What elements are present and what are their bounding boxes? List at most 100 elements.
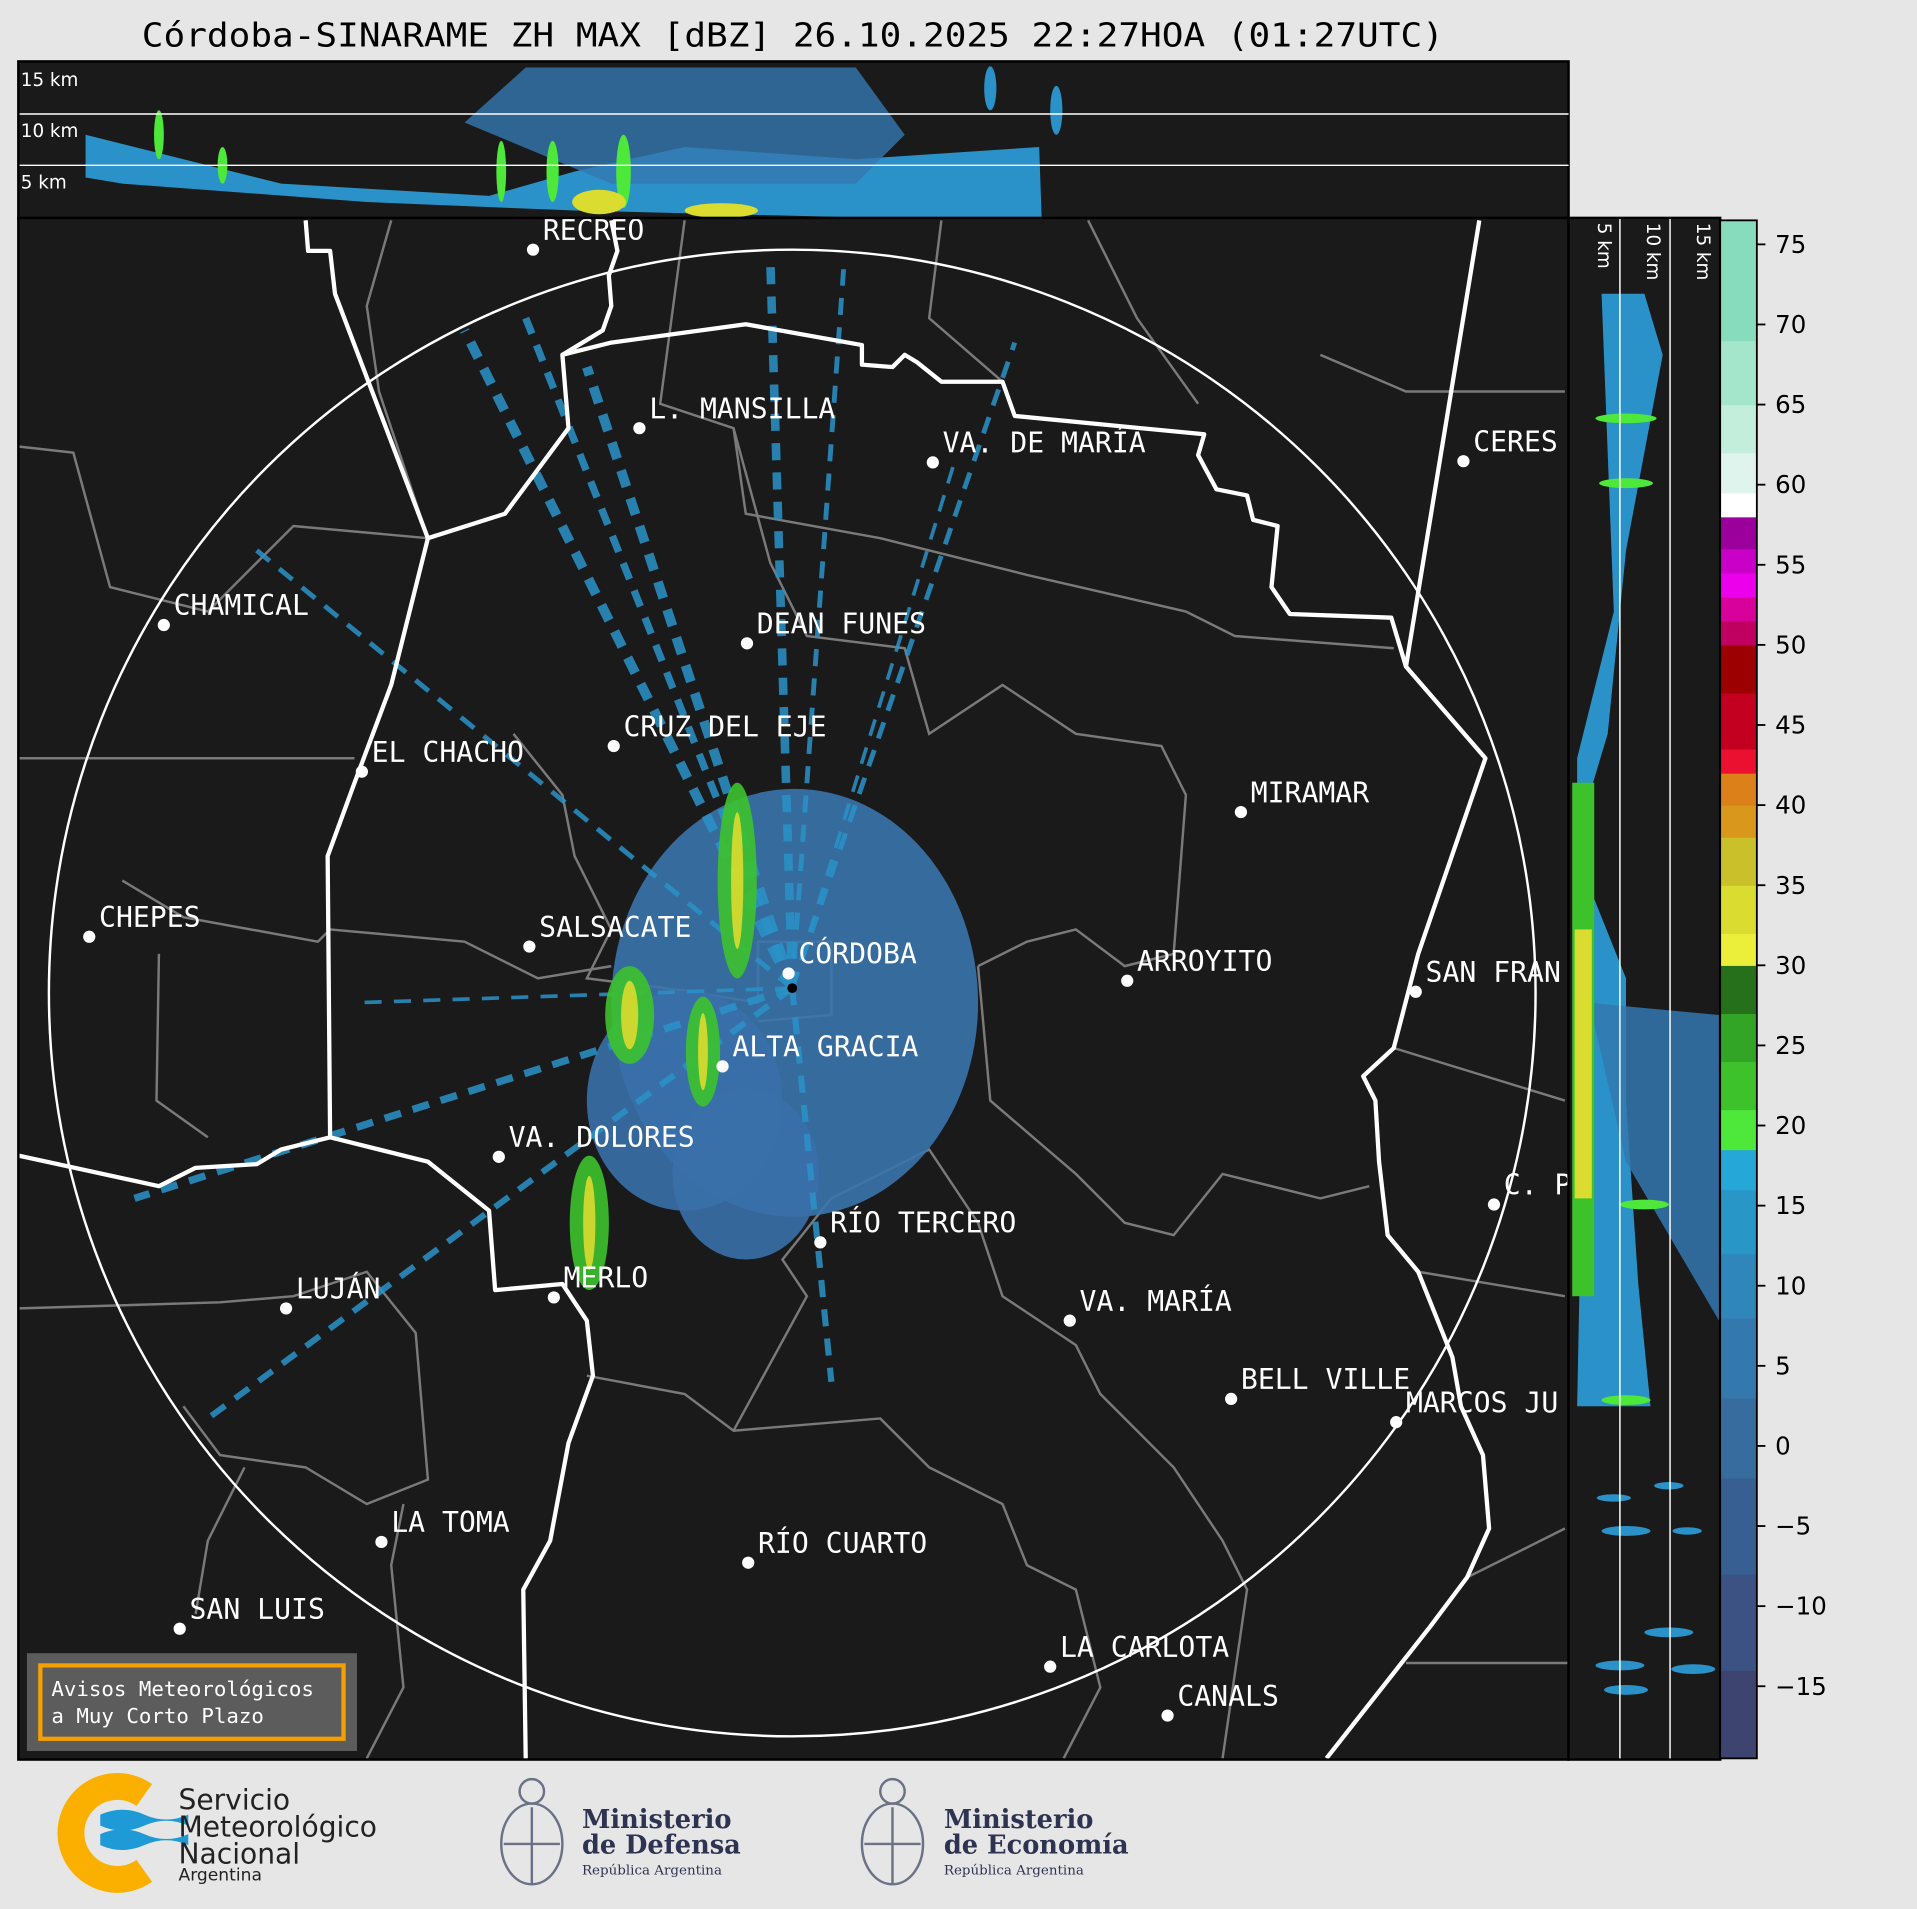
city-marker: RÍO TERCERO [814, 1206, 1016, 1249]
echo-yellow-cell [621, 980, 639, 1050]
department-borders [19, 219, 1569, 1759]
city-dot [523, 940, 536, 953]
colorbar-tick-label: 30 [1775, 951, 1806, 980]
smn-wave-icon [100, 1809, 189, 1851]
city-dot [1487, 1198, 1501, 1211]
city-dot [1044, 1660, 1057, 1673]
right-echo-slant [1589, 1002, 1719, 1321]
warning-line-2: a Muy Corto Plazo [51, 1704, 264, 1728]
city-label: L. MANSILLA [649, 392, 835, 425]
city-marker: VA. DOLORES [492, 1121, 695, 1163]
echo-ray [789, 269, 847, 989]
department-border [732, 1147, 1249, 1759]
right-echo-yellow [1574, 929, 1592, 1199]
department-border [732, 427, 1188, 968]
city-marker: MARCOS JU [1390, 1386, 1558, 1429]
city-marker: BELL VILLE [1225, 1363, 1410, 1406]
top-echo-yellow [572, 189, 626, 215]
colorbar-tick-label: 40 [1775, 791, 1806, 820]
top-cross-section: 15 km 10 km 5 km [17, 60, 1570, 221]
city-marker: MERLO [547, 1262, 648, 1304]
city-dot [526, 243, 540, 256]
colorbar-band [1720, 965, 1757, 1014]
top-echo-cell [984, 66, 997, 111]
city-dot [547, 1291, 560, 1304]
city-label: RECREO [543, 214, 645, 247]
echo-yellow-cell [698, 1013, 708, 1091]
city-label: LA TOMA [391, 1506, 510, 1539]
height-label-10km-v: 10 km [1642, 223, 1663, 281]
city-label: CÓRDOBA [798, 937, 917, 971]
city-dot [279, 1302, 293, 1315]
colorbar-band [1720, 572, 1757, 598]
city-label: LA CARLOTA [1060, 1631, 1229, 1664]
colorbar-band [1720, 404, 1757, 454]
city-marker: LA CARLOTA [1044, 1631, 1229, 1673]
colorbar-band [1720, 1109, 1757, 1151]
right-echo-green-cell [1601, 1395, 1651, 1406]
city-dot [1063, 1314, 1076, 1327]
city-dot [607, 739, 620, 753]
right-echo-cell [1672, 1527, 1702, 1535]
city-dot [173, 1622, 186, 1635]
right-echo-green-cell [1599, 478, 1653, 489]
defensa-line-1: Ministerio [582, 1805, 732, 1835]
city-marker: CHEPES [83, 901, 201, 943]
city-label: ARROYITO [1137, 945, 1272, 978]
right-echo-layer [1572, 293, 1719, 1695]
colorbar-tick-label: −10 [1775, 1592, 1827, 1621]
smn-line-3: Nacional [178, 1837, 300, 1870]
department-border [658, 220, 1394, 650]
colorbar-tick-label: 65 [1775, 390, 1806, 419]
province-borders [19, 219, 1492, 1759]
province-border [329, 1135, 596, 1759]
colorbar-band [1720, 516, 1757, 550]
city-dot [1409, 985, 1422, 998]
city-dot [1390, 1416, 1403, 1429]
height-label-15km-v: 15 km [1692, 223, 1713, 281]
right-cross-section: 5 km 10 km 15 km [1567, 216, 1722, 1761]
radar-map[interactable]: RECREO L. MANSILLA VA. DE MARÍA CERES CHAMIC… [17, 214, 1571, 1761]
city-label: CERES [1473, 425, 1558, 458]
economia-logo: Ministerio de Economía República Argenti… [860, 1777, 1129, 1886]
city-label: RÍO CUARTO [758, 1526, 927, 1560]
echo-ray [765, 256, 797, 989]
height-label-15km: 15 km [21, 70, 79, 91]
city-dot [782, 967, 795, 980]
city-marker: CERES [1457, 425, 1558, 468]
city-label: CHEPES [99, 901, 201, 934]
colorbar-tick-label: 0 [1775, 1431, 1791, 1460]
city-label: SAN FRAN [1426, 956, 1561, 989]
city-label: DEAN FUNES [757, 608, 926, 641]
colorbar-band [1720, 220, 1757, 342]
department-border [365, 220, 430, 539]
city-marker: VA. DE MARÍA [926, 426, 1146, 469]
city-marker: CHAMICAL [157, 589, 309, 632]
city-dot [492, 1150, 505, 1163]
right-echo-cell [1644, 1627, 1694, 1638]
echo-ray [789, 341, 1018, 989]
city-marker: LA TOMA [375, 1506, 510, 1549]
city-marker: EL CHACHO [355, 736, 524, 778]
city-marker: SAN FRAN [1409, 956, 1561, 998]
colorbar-tick-label: −15 [1775, 1672, 1827, 1701]
city-label: VA. DOLORES [509, 1121, 695, 1154]
colorbar-band [1720, 452, 1757, 494]
colorbar-tick-label: 55 [1775, 550, 1806, 579]
city-label: SALSACATE [539, 911, 691, 944]
right-echo-green-cell [1595, 413, 1657, 424]
city-marker: CÓRDOBA [782, 937, 917, 980]
smn-line-2: Meteorológico [178, 1811, 377, 1844]
colorbar-tick-label: 50 [1775, 630, 1806, 659]
colorbar-tick-label: 35 [1775, 871, 1806, 900]
province-border [19, 537, 430, 1189]
colorbar-band [1720, 773, 1757, 806]
warning-box[interactable]: Avisos Meteorológicos a Muy Corto Plazo [26, 1653, 357, 1752]
right-echo-body [1577, 293, 1663, 1407]
city-marker: ARROYITO [1121, 945, 1272, 987]
warning-box-border [38, 1663, 346, 1741]
city-label: ALTA GRACIA [732, 1031, 918, 1064]
city-dot [716, 1060, 729, 1073]
figure-title: Córdoba-SINARAME ZH MAX [dBZ] 26.10.2025… [142, 16, 1444, 55]
